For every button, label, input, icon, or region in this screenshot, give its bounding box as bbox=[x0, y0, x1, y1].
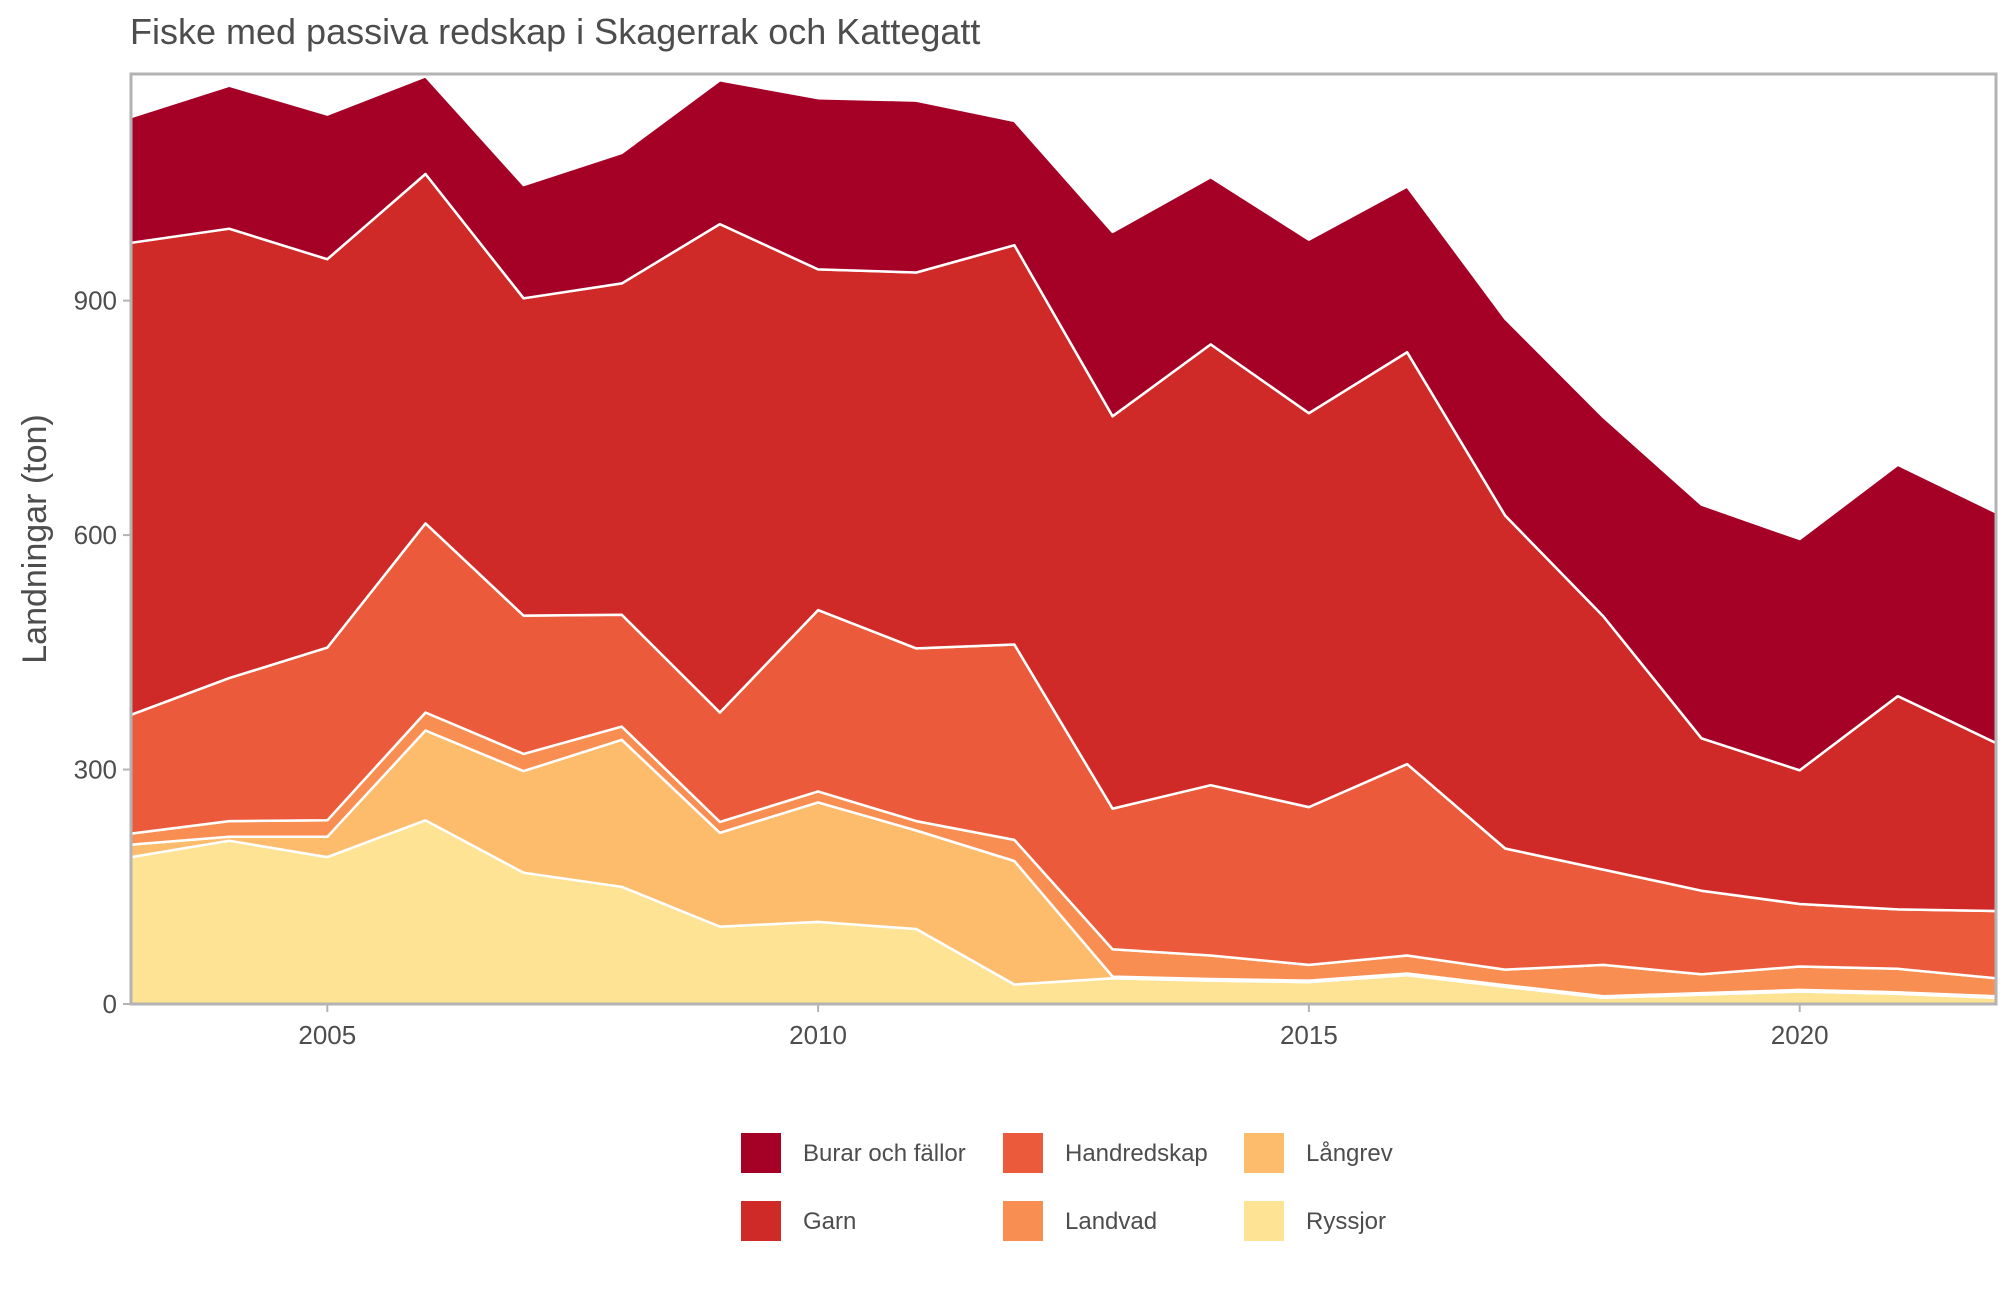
x-axis: 2005 2010 2015 2020 bbox=[298, 1004, 1829, 1050]
y-axis-title: Landningar (ton) bbox=[16, 414, 54, 664]
legend-swatch bbox=[1244, 1133, 1284, 1173]
y-tick-label: 0 bbox=[103, 989, 117, 1019]
legend-item-garn: Garn bbox=[741, 1201, 856, 1241]
legend-item-burar-och-fallor: Burar och fällor bbox=[741, 1133, 966, 1173]
legend-label: Landvad bbox=[1065, 1208, 1157, 1235]
legend-swatch bbox=[1003, 1201, 1043, 1241]
legend-swatch bbox=[741, 1133, 781, 1173]
x-tick-label: 2020 bbox=[1771, 1020, 1829, 1050]
legend-item-landvad: Landvad bbox=[1003, 1201, 1157, 1241]
x-tick-label: 2005 bbox=[298, 1020, 356, 1050]
legend-item-handredskap: Handredskap bbox=[1003, 1133, 1208, 1173]
legend-label: Garn bbox=[803, 1208, 856, 1235]
legend-swatch bbox=[1244, 1201, 1284, 1241]
chart-title: Fiske med passiva redskap i Skagerrak oc… bbox=[130, 11, 980, 52]
legend-label: Ryssjor bbox=[1306, 1208, 1386, 1235]
legend-item-langrev: Långrev bbox=[1244, 1133, 1393, 1173]
y-tick-label: 300 bbox=[74, 755, 117, 785]
legend-label: Långrev bbox=[1306, 1140, 1393, 1167]
x-tick-label: 2015 bbox=[1280, 1020, 1338, 1050]
legend-swatch bbox=[1003, 1133, 1043, 1173]
x-tick-label: 2010 bbox=[789, 1020, 847, 1050]
legend-label: Burar och fällor bbox=[803, 1140, 966, 1167]
areas-layer bbox=[129, 75, 1998, 1006]
y-tick-label: 900 bbox=[74, 286, 117, 316]
legend: Burar och fällor Handredskap Långrev Garn La… bbox=[741, 1133, 1393, 1241]
legend-label: Handredskap bbox=[1065, 1140, 1208, 1167]
legend-item-ryssjor: Ryssjor bbox=[1244, 1201, 1386, 1241]
y-tick-label: 600 bbox=[74, 520, 117, 550]
y-axis: 0 300 600 900 bbox=[74, 286, 131, 1019]
legend-swatch bbox=[741, 1201, 781, 1241]
plot-border bbox=[129, 72, 1998, 1006]
